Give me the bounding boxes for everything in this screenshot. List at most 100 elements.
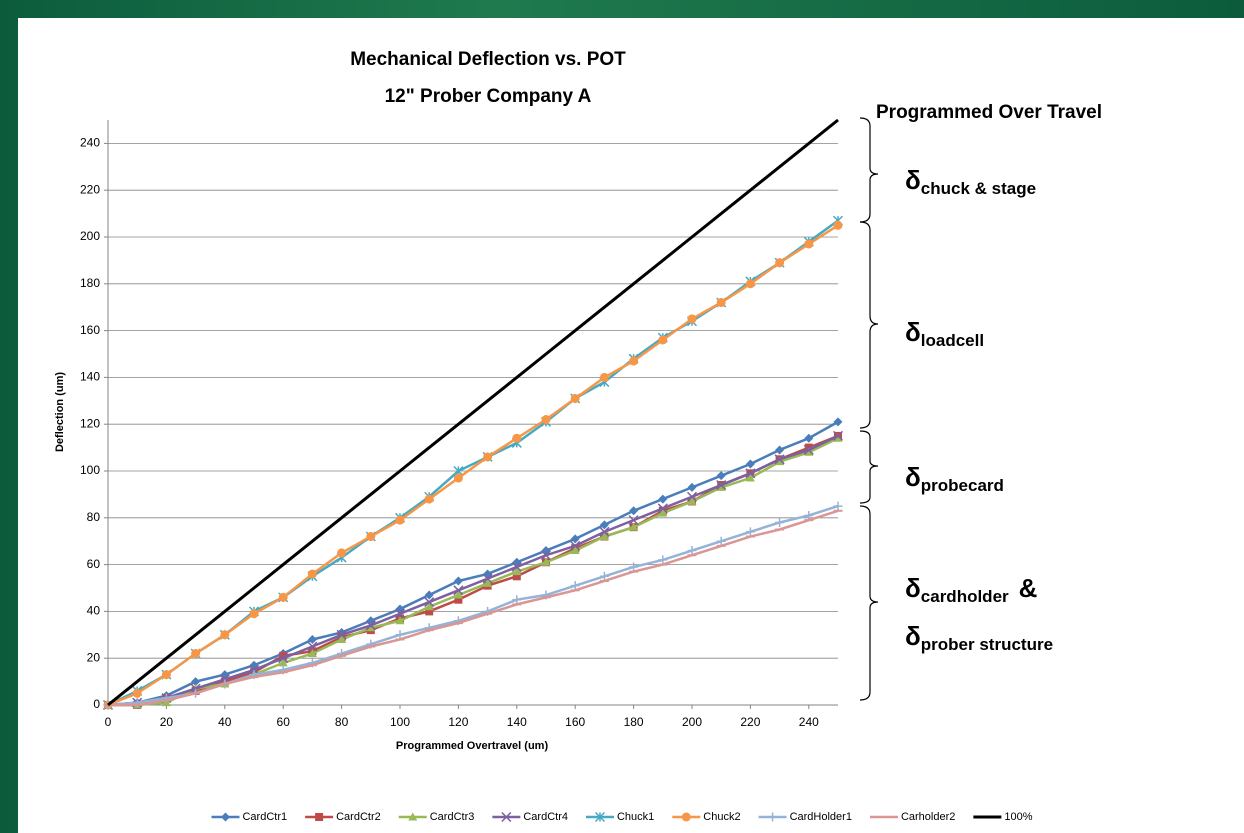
y-tick-label: 140 (80, 370, 100, 384)
legend-item: Chuck2 (672, 811, 741, 823)
legend-label: CardCtr3 (430, 811, 475, 823)
marker (482, 573, 493, 584)
annotation: δprober structure (905, 621, 1053, 655)
marker (336, 629, 347, 640)
marker (716, 536, 726, 546)
legend-label: Chuck1 (617, 811, 654, 823)
marker (541, 557, 551, 566)
legend-item: CardCtr2 (305, 811, 381, 823)
legend-item: CardHolder1 (758, 811, 852, 823)
annotation-subscript: probecard (921, 476, 1004, 495)
marker (745, 279, 755, 289)
marker (541, 415, 551, 425)
brace (859, 505, 879, 701)
marker (658, 555, 668, 565)
marker (803, 444, 814, 455)
marker (424, 602, 434, 611)
marker (686, 491, 698, 502)
marker (716, 298, 726, 308)
marker (570, 546, 580, 555)
marker (599, 520, 609, 530)
legend-item: CardCtr3 (398, 811, 475, 823)
annotation: Programmed Over Travel (876, 102, 1102, 123)
marker (483, 578, 493, 587)
y-tick-label: 120 (80, 416, 100, 430)
marker (681, 812, 691, 822)
x-tick-label: 220 (740, 715, 760, 729)
marker (511, 561, 522, 572)
y-tick-label: 160 (80, 323, 100, 337)
slide (18, 18, 1244, 833)
x-tick-label: 240 (799, 715, 819, 729)
marker (804, 447, 814, 456)
marker (394, 608, 406, 619)
marker (687, 496, 697, 505)
annotation-subscript: loadcell (921, 331, 984, 350)
marker (220, 812, 230, 822)
marker (775, 258, 785, 268)
marker (804, 239, 814, 249)
x-tick-label: 120 (448, 715, 468, 729)
annotation-symbol: δ (905, 621, 921, 651)
marker (658, 335, 668, 345)
legend-item: Carholder2 (869, 811, 955, 823)
marker (307, 634, 317, 644)
y-axis-title: Deflection (um) (54, 372, 66, 452)
marker (804, 433, 814, 443)
y-tick-label: 80 (87, 510, 101, 524)
marker (278, 592, 288, 602)
marker (594, 811, 606, 823)
marker (599, 526, 610, 537)
annotation: δloadcell (905, 317, 984, 351)
marker (687, 482, 697, 492)
legend-label: Carholder2 (901, 811, 955, 823)
marker (716, 471, 726, 481)
marker (279, 651, 288, 660)
marker (775, 445, 785, 455)
x-tick-label: 180 (624, 715, 644, 729)
annotation-subscript: prober structure (921, 635, 1053, 654)
annotation-subscript: chuck & stage (921, 179, 1036, 198)
x-axis-title: Programmed Overtravel (um) (396, 740, 549, 752)
y-tick-label: 40 (87, 604, 101, 618)
marker (453, 590, 463, 599)
marker (629, 522, 639, 531)
marker (307, 649, 317, 658)
x-tick-label: 100 (390, 715, 410, 729)
marker (768, 812, 778, 822)
legend-item: CardCtr1 (211, 811, 287, 823)
braces (859, 117, 879, 701)
marker (315, 813, 324, 821)
marker (337, 634, 347, 643)
marker (833, 220, 843, 230)
marker (512, 433, 522, 443)
y-tick-label: 60 (87, 557, 101, 571)
annotation-symbol: δ (905, 573, 921, 603)
chart-title: 12" Prober Company A (385, 86, 592, 107)
x-tick-label: 20 (160, 715, 174, 729)
x-tick-label: 200 (682, 715, 702, 729)
y-tick-label: 240 (80, 136, 100, 150)
marker (132, 688, 142, 698)
marker (191, 649, 201, 659)
marker (833, 433, 843, 442)
marker (395, 616, 405, 625)
marker (365, 620, 376, 631)
marker (570, 540, 581, 551)
y-tick-label: 100 (80, 463, 100, 477)
marker (454, 595, 463, 604)
annotation: δcardholder & (905, 573, 1037, 607)
chart-title: Mechanical Deflection vs. POT (350, 49, 626, 70)
marker (395, 630, 405, 640)
marker (191, 677, 201, 687)
marker (775, 517, 785, 527)
marker (628, 515, 639, 526)
x-tick-label: 140 (507, 715, 527, 729)
marker (599, 571, 609, 581)
brace (859, 117, 879, 223)
series-line (107, 420, 839, 707)
marker (570, 581, 580, 591)
legend-label: 100% (1004, 811, 1032, 823)
series-line (107, 224, 839, 707)
